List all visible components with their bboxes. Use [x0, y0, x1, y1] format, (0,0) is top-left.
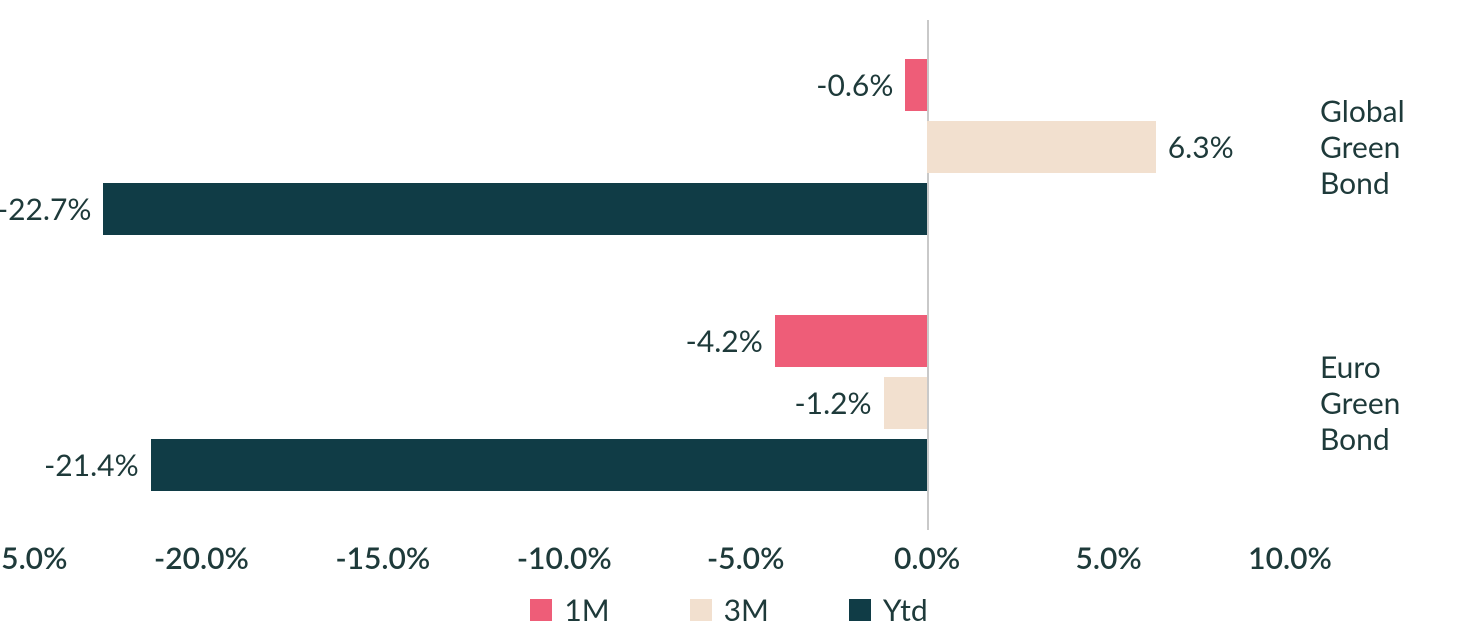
category-label-global_green_bond: GlobalGreenBond — [1320, 93, 1458, 201]
legend: 1M 3M Ytd — [0, 590, 1458, 630]
legend-swatch — [530, 599, 552, 621]
category-label-euro_green_bond: EuroGreenBond — [1320, 349, 1458, 457]
legend-label: Ytd — [883, 592, 928, 628]
x-axis: -25.0%-20.0%-15.0%-10.0%-5.0%0.0%5.0%10.… — [20, 540, 1290, 580]
legend-swatch — [690, 599, 712, 621]
category-label-line: Green — [1320, 129, 1458, 165]
category-label-line: Bond — [1320, 421, 1458, 457]
category-label-line: Global — [1320, 93, 1458, 129]
value-label: -0.6% — [816, 59, 893, 111]
legend-label: 3M — [724, 592, 769, 628]
x-tick: -5.0% — [707, 540, 784, 576]
category-label-line: Bond — [1320, 165, 1458, 201]
legend-swatch — [849, 599, 871, 621]
x-tick: -25.0% — [0, 540, 67, 576]
value-label: -22.7% — [0, 183, 91, 235]
zero-line — [927, 20, 929, 530]
bar-euro_green_bond-1m — [775, 315, 927, 367]
value-label: -1.2% — [795, 377, 872, 429]
bar-global_green_bond-1m — [905, 59, 927, 111]
value-label: 6.3% — [1168, 121, 1234, 173]
x-tick: -10.0% — [517, 540, 612, 576]
bar-global_green_bond-3m — [927, 121, 1156, 173]
value-label: -21.4% — [44, 439, 138, 491]
x-tick: 5.0% — [1075, 540, 1141, 576]
bar-euro_green_bond-3m — [884, 377, 928, 429]
x-tick: 0.0% — [894, 540, 960, 576]
bar-euro_green_bond-ytd — [151, 439, 928, 491]
legend-item-ytd: Ytd — [849, 592, 928, 628]
x-tick: -15.0% — [335, 540, 430, 576]
legend-label: 1M — [564, 592, 609, 628]
bar-global_green_bond-ytd — [103, 183, 927, 235]
category-label-line: Green — [1320, 385, 1458, 421]
value-label: -4.2% — [686, 315, 763, 367]
category-label-line: Euro — [1320, 349, 1458, 385]
x-tick: -20.0% — [154, 540, 249, 576]
legend-item-1m: 1M — [530, 592, 609, 628]
plot-area: -0.6%6.3%-22.7%GlobalGreenBond-4.2%-1.2%… — [20, 20, 1290, 530]
bond-performance-chart: -0.6%6.3%-22.7%GlobalGreenBond-4.2%-1.2%… — [0, 0, 1458, 635]
legend-item-3m: 3M — [690, 592, 769, 628]
x-tick: 10.0% — [1248, 540, 1332, 576]
